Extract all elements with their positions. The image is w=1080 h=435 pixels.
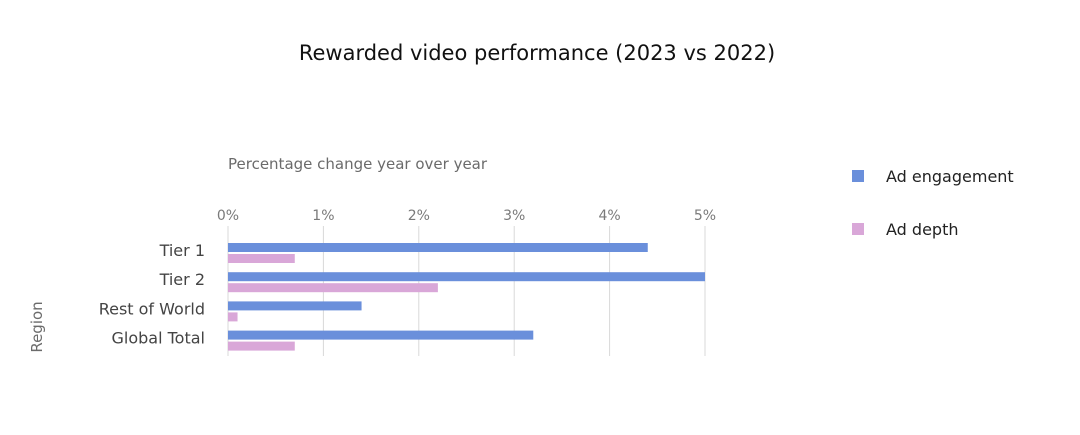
category-label: Tier 2 — [159, 270, 205, 289]
category-label: Rest of World — [99, 299, 205, 318]
x-tick-label: 5% — [694, 208, 716, 224]
legend-item-label[interactable]: Ad depth — [886, 220, 958, 239]
x-axis-label: Percentage change year over year — [228, 155, 488, 173]
legend[interactable]: Ad engagement Ad depth — [852, 167, 1014, 239]
y-axis-label: Region — [28, 301, 46, 352]
category-labels: Tier 1 Tier 2 Rest of World Global Total — [99, 241, 205, 348]
x-tick-label: 3% — [503, 208, 525, 224]
x-tick-label: 0% — [217, 208, 239, 224]
bar-ad-engagement[interactable] — [228, 272, 705, 282]
legend-swatch — [852, 170, 864, 182]
chart-title: Rewarded video performance (2023 vs 2022… — [299, 41, 775, 65]
bars — [228, 243, 705, 351]
legend-item-label[interactable]: Ad engagement — [886, 167, 1014, 186]
legend-swatch — [852, 223, 864, 235]
category-label: Tier 1 — [159, 241, 205, 260]
bar-ad-engagement[interactable] — [228, 301, 362, 311]
bar-ad-depth[interactable] — [228, 312, 238, 322]
bar-ad-depth[interactable] — [228, 283, 438, 293]
x-tick-label: 2% — [408, 208, 430, 224]
category-label: Global Total — [112, 329, 206, 348]
x-tick-labels: 0% 1% 2% 3% 4% 5% — [217, 208, 716, 224]
bar-ad-depth[interactable] — [228, 341, 295, 351]
x-tick-label: 1% — [312, 208, 334, 224]
bar-ad-engagement[interactable] — [228, 330, 534, 340]
bar-ad-engagement[interactable] — [228, 243, 648, 252]
x-tick-label: 4% — [598, 208, 620, 224]
bar-ad-depth[interactable] — [228, 254, 295, 263]
